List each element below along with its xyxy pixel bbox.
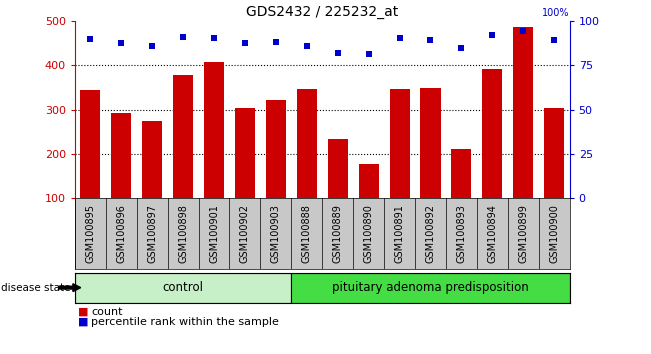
Bar (451, 149, 471, 242)
Bar (359, 164, 379, 242)
Text: GSM100895: GSM100895 (85, 204, 95, 263)
Text: ■: ■ (78, 317, 89, 327)
Text: GSM100900: GSM100900 (549, 204, 559, 263)
Point (425, 37, 436, 43)
Text: GSM100897: GSM100897 (147, 204, 157, 263)
Text: GSM100899: GSM100899 (518, 204, 528, 263)
Bar (235, 108, 255, 242)
Point (333, 50, 343, 56)
Text: GSM100888: GSM100888 (302, 204, 312, 263)
Bar (421, 88, 441, 242)
Bar (204, 62, 224, 242)
Text: control: control (163, 281, 204, 294)
Bar (389, 89, 409, 242)
Point (549, 37, 559, 43)
Text: GSM100893: GSM100893 (456, 204, 466, 263)
Text: disease state: disease state (1, 282, 71, 293)
Text: GSM100901: GSM100901 (209, 204, 219, 263)
Point (147, 43, 158, 48)
Point (395, 35, 405, 41)
Point (271, 40, 281, 45)
Point (240, 41, 250, 46)
Text: ■: ■ (78, 307, 89, 316)
Bar (173, 75, 193, 242)
Point (178, 34, 188, 40)
Point (456, 45, 467, 51)
Bar (80, 90, 100, 242)
Bar (482, 69, 503, 242)
Point (518, 28, 529, 34)
Text: GSM100898: GSM100898 (178, 204, 188, 263)
Point (116, 41, 126, 46)
Point (363, 51, 374, 56)
Text: pituitary adenoma predisposition: pituitary adenoma predisposition (332, 281, 529, 294)
Bar (327, 138, 348, 242)
Bar (513, 27, 533, 242)
Bar (111, 113, 132, 242)
Bar (266, 99, 286, 242)
Text: GSM100902: GSM100902 (240, 204, 250, 263)
Text: percentile rank within the sample: percentile rank within the sample (91, 317, 279, 327)
Text: GSM100891: GSM100891 (395, 204, 404, 263)
Text: GSM100890: GSM100890 (364, 204, 374, 263)
Point (85, 36, 96, 42)
Point (209, 35, 219, 41)
Bar (75, 273, 292, 303)
Text: 100%: 100% (542, 8, 570, 18)
Text: GSM100896: GSM100896 (117, 204, 126, 263)
Text: GSM100894: GSM100894 (488, 204, 497, 263)
Title: GDS2432 / 225232_at: GDS2432 / 225232_at (246, 5, 398, 19)
Text: GSM100892: GSM100892 (426, 204, 436, 263)
Text: GSM100889: GSM100889 (333, 204, 342, 263)
Text: count: count (91, 307, 122, 316)
Point (301, 44, 312, 49)
Bar (297, 88, 317, 242)
Bar (544, 108, 564, 242)
Point (487, 33, 497, 38)
Bar (292, 273, 570, 303)
Bar (142, 121, 162, 242)
Text: GSM100903: GSM100903 (271, 204, 281, 263)
